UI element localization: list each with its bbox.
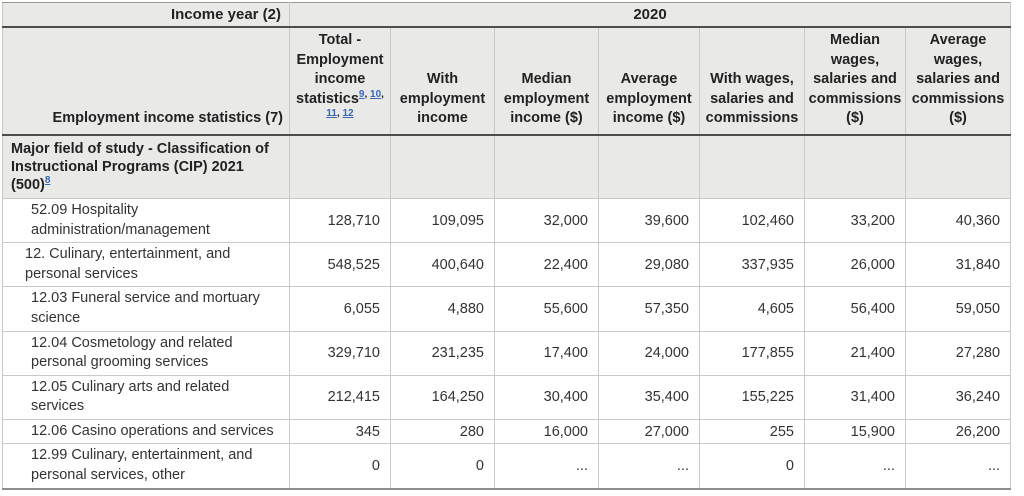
cell-value: 6,055 bbox=[289, 286, 391, 332]
income-year-row: Income year (2) 2020 bbox=[2, 2, 1012, 28]
row-label: 12.06 Casino operations and services bbox=[2, 418, 290, 445]
cell-value: 29,080 bbox=[598, 242, 700, 288]
group-header-empty-cell bbox=[699, 134, 805, 200]
table-row: 12. Culinary, entertainment, and persona… bbox=[2, 242, 1012, 288]
cell-value: 345 bbox=[289, 418, 391, 445]
cell-value: 400,640 bbox=[390, 242, 495, 288]
cell-value: 33,200 bbox=[804, 198, 906, 244]
cell-value: 31,840 bbox=[904, 242, 1012, 288]
col-header-average-wages-salaries-commissions: Average wages, salaries and commissions … bbox=[904, 26, 1012, 136]
group-header-label: Major field of study - Classification of… bbox=[2, 134, 290, 200]
group-header-empty-cell bbox=[289, 134, 391, 200]
cell-value: 40,360 bbox=[904, 198, 1012, 244]
cell-value: 55,600 bbox=[494, 286, 599, 332]
cell-value: 26,200 bbox=[904, 418, 1012, 445]
group-header-empty-cell bbox=[494, 134, 599, 200]
cell-value: 35,400 bbox=[598, 374, 700, 420]
row-label: 12.03 Funeral service and mortuary scien… bbox=[2, 286, 290, 332]
cell-value: 59,050 bbox=[904, 286, 1012, 332]
cell-value: 4,605 bbox=[699, 286, 805, 332]
cell-value: ... bbox=[598, 443, 700, 489]
row-label: 12.05 Culinary arts and related services bbox=[2, 374, 290, 420]
cell-value: 31,400 bbox=[804, 374, 906, 420]
cell-value: 56,400 bbox=[804, 286, 906, 332]
row-label: 52.09 Hospitality administration/managem… bbox=[2, 198, 290, 244]
row-label: 12.99 Culinary, entertainment, and perso… bbox=[2, 443, 290, 489]
cell-value: 32,000 bbox=[494, 198, 599, 244]
col-header-with-wages-salaries-commissions: With wages, salaries and commissions bbox=[699, 26, 805, 136]
cell-value: 255 bbox=[699, 418, 805, 445]
cell-value: 39,600 bbox=[598, 198, 700, 244]
table-row: 12.99 Culinary, entertainment, and perso… bbox=[2, 443, 1012, 489]
cell-value: 329,710 bbox=[289, 330, 391, 376]
cell-value: 4,880 bbox=[390, 286, 495, 332]
col-header-median-wages-salaries-commissions: Median wages, salaries and commissions (… bbox=[804, 26, 906, 136]
col-header-employment-income-statistics: Employment income statistics (7) bbox=[2, 26, 290, 136]
col-header-total-employment-income-statistics: Total - Employment income statistics9, 1… bbox=[289, 26, 391, 136]
cell-value: 27,280 bbox=[904, 330, 1012, 376]
cell-value: 128,710 bbox=[289, 198, 391, 244]
table-row: 12.05 Culinary arts and related services… bbox=[2, 374, 1012, 420]
col-header-with-employment-income: With employment income bbox=[390, 26, 495, 136]
cell-value: 102,460 bbox=[699, 198, 805, 244]
group-header-empty-cell bbox=[598, 134, 700, 200]
column-header-row: Employment income statistics (7) Total -… bbox=[2, 26, 1012, 136]
cell-value: 22,400 bbox=[494, 242, 599, 288]
col-header-average-employment-income: Average employment income ($) bbox=[598, 26, 700, 136]
cell-value: 57,350 bbox=[598, 286, 700, 332]
cell-value: 177,855 bbox=[699, 330, 805, 376]
income-year-label: Income year (2) bbox=[2, 2, 290, 28]
footnote-link-8[interactable]: 8 bbox=[44, 175, 51, 187]
cell-value: 548,525 bbox=[289, 242, 391, 288]
cell-value: 280 bbox=[390, 418, 495, 445]
footnote-link-9[interactable]: 9 bbox=[358, 88, 365, 100]
cell-value: 109,095 bbox=[390, 198, 495, 244]
group-header-empty-cell bbox=[804, 134, 906, 200]
cell-value: 0 bbox=[390, 443, 495, 489]
group-header-empty-cell bbox=[904, 134, 1012, 200]
cell-value: 164,250 bbox=[390, 374, 495, 420]
cell-value: 16,000 bbox=[494, 418, 599, 445]
group-header-empty-cell bbox=[390, 134, 495, 200]
col-header-median-employment-income: Median employment income ($) bbox=[494, 26, 599, 136]
row-label: 12. Culinary, entertainment, and persona… bbox=[2, 242, 290, 288]
col-header-total-label: Total - Employment income statistics bbox=[296, 32, 384, 107]
table-row: 12.06 Casino operations and services 345 2… bbox=[2, 418, 1012, 445]
footnote-links: 8 bbox=[45, 175, 51, 186]
table-row: 52.09 Hospitality administration/managem… bbox=[2, 198, 1012, 244]
cell-value: ... bbox=[804, 443, 906, 489]
footnote-links: 9, 10, 11, 12 bbox=[326, 88, 384, 120]
cell-value: ... bbox=[494, 443, 599, 489]
cell-value: 17,400 bbox=[494, 330, 599, 376]
group-header-row: Major field of study - Classification of… bbox=[2, 134, 1012, 200]
income-statistics-table: Income year (2) 2020 Employment income s… bbox=[2, 2, 1012, 490]
cell-value: 212,415 bbox=[289, 374, 391, 420]
group-header-text: Major field of study - Classification of… bbox=[11, 140, 269, 194]
cell-value: 155,225 bbox=[699, 374, 805, 420]
cell-value: 26,000 bbox=[804, 242, 906, 288]
cell-value: 30,400 bbox=[494, 374, 599, 420]
cell-value: 21,400 bbox=[804, 330, 906, 376]
cell-value: 0 bbox=[289, 443, 391, 489]
cell-value: 36,240 bbox=[904, 374, 1012, 420]
footnote-link-11[interactable]: 11 bbox=[326, 108, 337, 120]
cell-value: ... bbox=[904, 443, 1012, 489]
cell-value: 0 bbox=[699, 443, 805, 489]
year-value: 2020 bbox=[288, 2, 1012, 28]
table-row: 12.04 Cosmetology and related personal g… bbox=[2, 330, 1012, 376]
cell-value: 24,000 bbox=[598, 330, 700, 376]
cell-value: 15,900 bbox=[804, 418, 906, 445]
cell-value: 27,000 bbox=[598, 418, 700, 445]
cell-value: 231,235 bbox=[390, 330, 495, 376]
table-row: 12.03 Funeral service and mortuary scien… bbox=[2, 286, 1012, 332]
cell-value: 337,935 bbox=[699, 242, 805, 288]
footnote-link-10[interactable]: 10 bbox=[370, 88, 382, 100]
row-label: 12.04 Cosmetology and related personal g… bbox=[2, 330, 290, 376]
footnote-link-12[interactable]: 12 bbox=[342, 108, 354, 120]
